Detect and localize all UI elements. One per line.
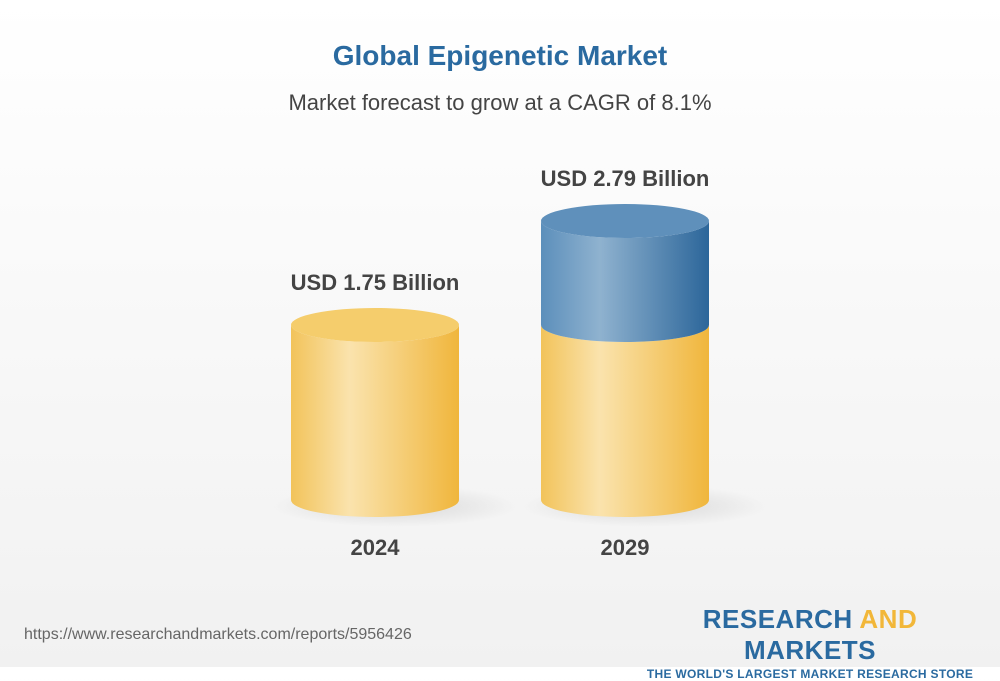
bar-2029-base-segment <box>541 325 709 517</box>
chart-subtitle: Market forecast to grow at a CAGR of 8.1… <box>288 90 712 115</box>
bar-2029-top <box>541 204 709 238</box>
category-label-2024: 2024 <box>351 535 401 560</box>
source-url[interactable]: https://www.researchandmarkets.com/repor… <box>24 626 412 643</box>
data-label-2029: USD 2.79 Billion <box>541 166 710 191</box>
category-label-2029: 2029 <box>601 535 650 560</box>
bar-2029-growth-segment <box>541 221 709 342</box>
bar-2024-top <box>291 308 459 342</box>
research-and-markets-logo: RESEARCH AND MARKETS THE WORLD'S LARGEST… <box>646 604 974 681</box>
data-label-2024: USD 1.75 Billion <box>291 270 460 295</box>
cylinder-chart: USD 1.75 Billion 2024 USD 2.79 Billion 2029 <box>271 166 769 560</box>
chart-title: Global Epigenetic Market <box>332 40 668 71</box>
bar-2024-base <box>291 325 459 517</box>
